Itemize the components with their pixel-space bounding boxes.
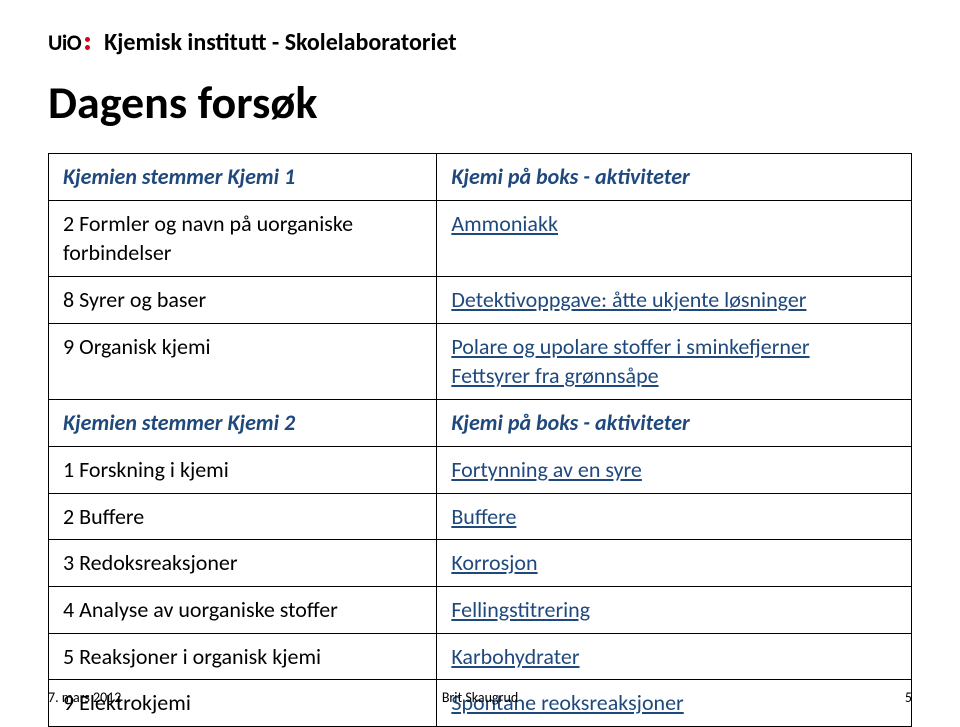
logo-dots-icon (85, 37, 90, 50)
activity-link[interactable]: Detektivoppgave: åtte ukjente løsninger (451, 285, 897, 315)
table-cell-links: Korrosjon (437, 540, 912, 587)
table-cell-topic: 8 Syrer og baser (49, 277, 437, 324)
section-head-left: Kjemien stemmer Kjemi 1 (49, 154, 437, 201)
footer-date: 7. mars 2012 (48, 689, 121, 706)
logo-text: UiO (48, 29, 81, 56)
table-cell-links: Polare og upolare stoffer i sminkefjerne… (437, 323, 912, 399)
slide-footer: 7. mars 2012 Brit Skaugrud 5 (0, 689, 960, 706)
activity-link[interactable]: Fellingstitrering (451, 595, 897, 625)
activity-link[interactable]: Fortynning av en syre (451, 455, 897, 485)
activity-link[interactable]: Buffere (451, 502, 897, 532)
institute-title: Kjemisk institutt - Skolelaboratoriet (104, 28, 456, 57)
section-head-left: Kjemien stemmer Kjemi 2 (49, 400, 437, 447)
activity-link[interactable]: Ammoniakk (451, 209, 897, 239)
table-cell-links: Detektivoppgave: åtte ukjente løsninger (437, 277, 912, 324)
table-cell-topic: 9 Organisk kjemi (49, 323, 437, 399)
table-cell-topic: 2 Formler og navn på uorganiske forbinde… (49, 200, 437, 276)
footer-page: 5 (905, 689, 912, 706)
footer-author: Brit Skaugrud (442, 689, 518, 706)
table-cell-links: Fortynning av en syre (437, 446, 912, 493)
table-cell-topic: 5 Reaksjoner i organisk kjemi (49, 633, 437, 680)
table-cell-links: Buffere (437, 493, 912, 540)
activity-link[interactable]: Fettsyrer fra grønnsåpe (451, 361, 897, 391)
table-cell-links: Fellingstitrering (437, 586, 912, 633)
page-title: Dagens forsøk (48, 75, 912, 131)
table-cell-topic: 3 Redoksreaksjoner (49, 540, 437, 587)
slide-header: UiO Kjemisk institutt - Skolelaboratorie… (48, 28, 912, 57)
table-cell-topic: 4 Analyse av uorganiske stoffer (49, 586, 437, 633)
table-cell-links: Ammoniakk (437, 200, 912, 276)
table-cell-topic: 1 Forskning i kjemi (49, 446, 437, 493)
uio-logo: UiO (48, 29, 90, 56)
activity-link[interactable]: Karbohydrater (451, 642, 897, 672)
table-cell-topic: 2 Buffere (49, 493, 437, 540)
section-head-right: Kjemi på boks - aktiviteter (437, 400, 912, 447)
table-cell-links: Karbohydrater (437, 633, 912, 680)
content-table: Kjemien stemmer Kjemi 1Kjemi på boks - a… (48, 153, 912, 727)
activity-link[interactable]: Korrosjon (451, 548, 897, 578)
activity-link[interactable]: Polare og upolare stoffer i sminkefjerne… (451, 332, 897, 362)
section-head-right: Kjemi på boks - aktiviteter (437, 154, 912, 201)
